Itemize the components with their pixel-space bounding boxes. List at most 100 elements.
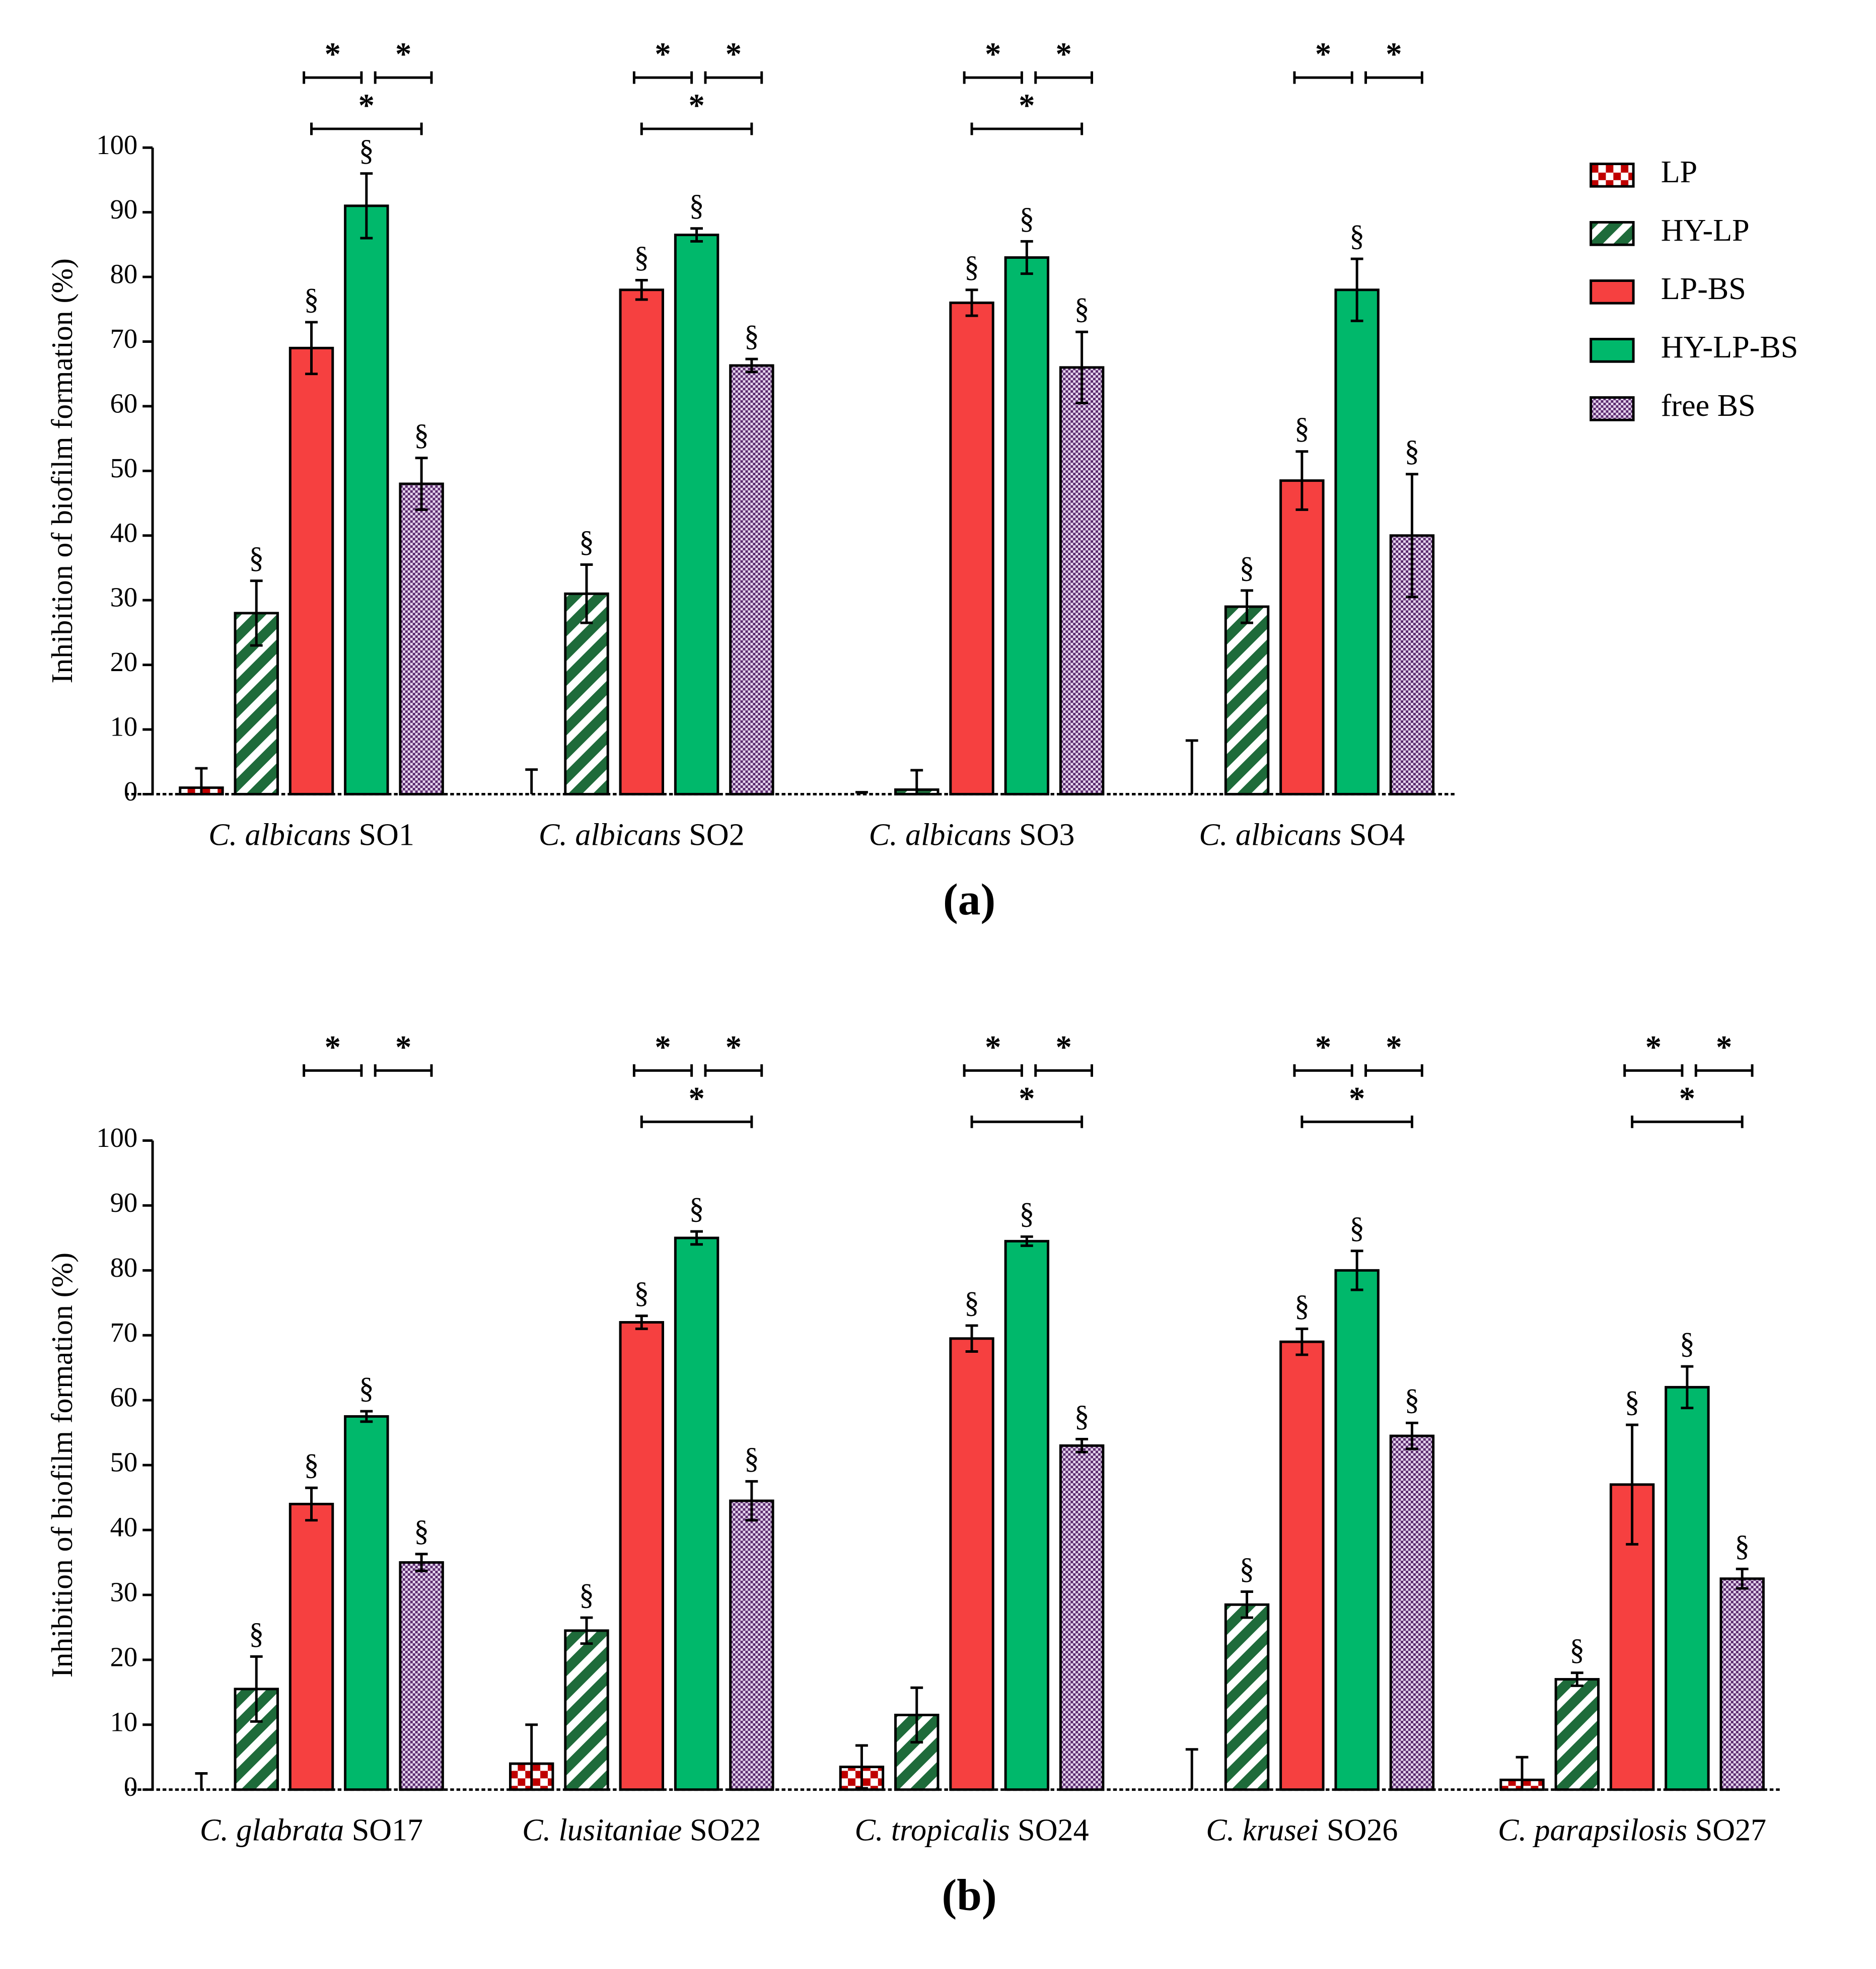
comparison-label: *	[688, 87, 704, 123]
y-tick-label: 60	[110, 388, 138, 418]
x-tick-label: C. albicans SO4	[1199, 818, 1405, 852]
legend-swatch	[1590, 163, 1635, 188]
bar	[674, 1236, 719, 1791]
significance-symbol: §	[1240, 1552, 1255, 1585]
comparison-label: *	[395, 1029, 411, 1065]
legend-swatch	[1590, 338, 1635, 363]
bar	[344, 204, 389, 795]
bar	[729, 1499, 774, 1791]
y-axis-label: Inhibition of biofilm formation (%)	[45, 1253, 79, 1678]
legend-swatch	[1590, 279, 1635, 305]
significance-symbol: §	[1405, 1383, 1420, 1416]
significance-symbol: §	[414, 1514, 429, 1548]
comparison-label: *	[1645, 1029, 1662, 1065]
comparison-label: *	[1019, 1080, 1035, 1116]
significance-symbol: §	[304, 282, 319, 316]
x-tick-label: C. albicans SO3	[869, 818, 1075, 852]
comparison-label: *	[1055, 1029, 1071, 1065]
comparison-label: *	[985, 1029, 1001, 1065]
significance-symbol: §	[1680, 1327, 1695, 1360]
significance-symbol: §	[304, 1448, 319, 1481]
comparison-label: *	[1315, 1029, 1331, 1065]
significance-symbol: §	[1294, 412, 1310, 445]
y-axis-label: Inhibition of biofilm formation (%)	[45, 258, 79, 683]
comparison-label: *	[985, 36, 1001, 72]
legend-label: LP	[1661, 155, 1697, 189]
comparison-label: *	[1055, 36, 1071, 72]
y-tick-label: 80	[110, 1252, 138, 1283]
y-tick-label: 90	[110, 194, 138, 225]
bar	[674, 234, 719, 795]
comparison-label: *	[1386, 1029, 1402, 1065]
y-tick-label: 0	[124, 776, 137, 807]
significance-symbol: §	[744, 319, 759, 352]
comparison-label: *	[395, 36, 411, 72]
bar	[1334, 288, 1380, 795]
y-tick-label: 90	[110, 1187, 138, 1218]
panel-label: (b)	[942, 1870, 996, 1920]
significance-symbol: §	[1074, 292, 1090, 325]
y-tick-label: 30	[110, 1576, 138, 1607]
legend-label: LP-BS	[1661, 272, 1746, 306]
x-tick-label: C. albicans SO1	[208, 818, 414, 852]
significance-symbol: §	[1019, 201, 1034, 235]
significance-symbol: §	[414, 418, 429, 452]
y-tick-label: 70	[110, 323, 138, 354]
bar	[1719, 1577, 1765, 1791]
bar	[1554, 1678, 1600, 1791]
significance-symbol: §	[249, 541, 264, 574]
significance-symbol: §	[1349, 1211, 1364, 1245]
significance-symbol: §	[1625, 1385, 1640, 1418]
comparison-label: *	[655, 1029, 671, 1065]
bar	[729, 364, 774, 795]
significance-symbol: §	[359, 134, 374, 167]
y-tick-label: 50	[110, 1447, 138, 1478]
bar	[288, 346, 334, 795]
bar	[1004, 1239, 1050, 1791]
significance-symbol: §	[1240, 551, 1255, 584]
significance-symbol: §	[689, 189, 704, 222]
bar	[1059, 1444, 1105, 1791]
comparison-label: *	[1679, 1080, 1695, 1116]
bar	[1334, 1269, 1380, 1791]
y-tick-label: 100	[96, 129, 137, 160]
comparison-label: *	[688, 1080, 704, 1116]
x-tick-label: C. albicans SO2	[539, 818, 745, 852]
comparison-label: *	[1716, 1029, 1732, 1065]
y-tick-label: 10	[110, 1706, 138, 1737]
significance-symbol: §	[1735, 1529, 1750, 1562]
comparison-label: *	[325, 1029, 341, 1065]
bar	[1665, 1385, 1710, 1791]
comparison-label: *	[726, 36, 742, 72]
legend-label: HY-LP	[1661, 213, 1750, 248]
y-tick-label: 60	[110, 1382, 138, 1413]
significance-symbol: §	[964, 250, 979, 283]
significance-symbol: §	[689, 1192, 704, 1225]
x-tick-label: C. glabrata SO17	[200, 1813, 423, 1848]
bar	[619, 288, 665, 795]
comparison-label: *	[325, 36, 341, 72]
bar	[1224, 605, 1270, 795]
bar	[949, 1337, 994, 1791]
significance-symbol: §	[249, 1617, 264, 1650]
y-tick-label: 10	[110, 711, 138, 742]
comparison-label: *	[1386, 36, 1402, 72]
bar	[564, 592, 609, 795]
y-tick-label: 30	[110, 582, 138, 613]
y-tick-label: 80	[110, 259, 138, 289]
significance-symbol: §	[1074, 1399, 1090, 1432]
y-tick-label: 100	[96, 1122, 137, 1153]
y-tick-label: 0	[124, 1771, 137, 1802]
significance-symbol: §	[634, 1276, 649, 1309]
comparison-label: *	[358, 87, 375, 123]
y-tick-label: 20	[110, 646, 138, 677]
bar	[1224, 1603, 1270, 1791]
comparison-label: *	[655, 36, 671, 72]
significance-symbol: §	[1349, 219, 1364, 252]
significance-symbol: §	[1405, 434, 1420, 468]
significance-symbol: §	[1294, 1289, 1310, 1322]
legend-label: HY-LP-BS	[1661, 330, 1798, 364]
x-tick-label: C. parapsilosis SO27	[1498, 1813, 1766, 1848]
bar	[288, 1502, 334, 1791]
